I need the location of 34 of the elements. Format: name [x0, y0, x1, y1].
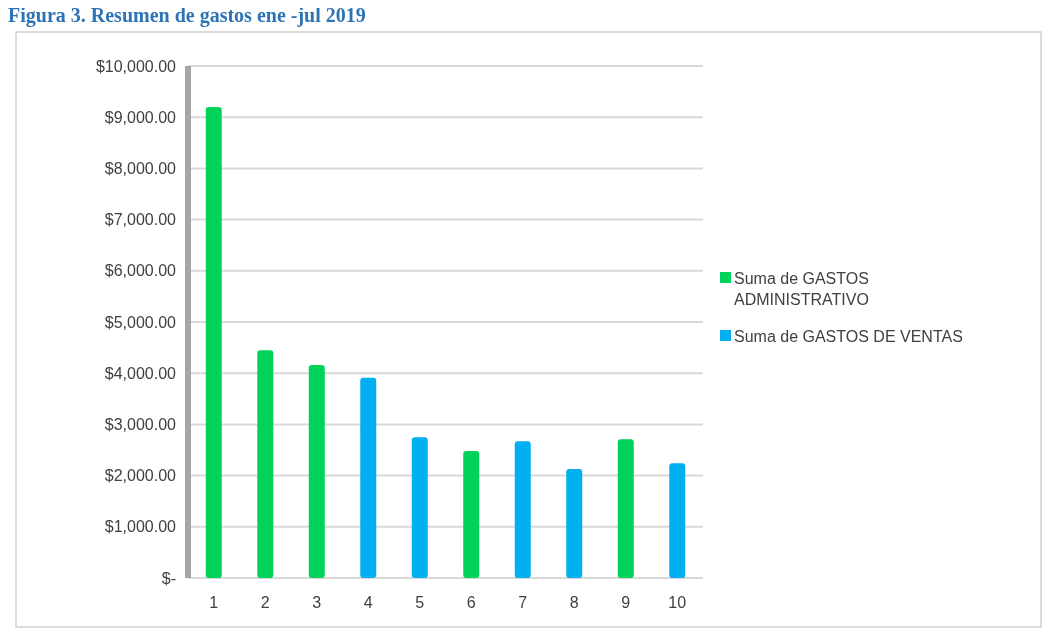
x-tick-label: 4 [363, 594, 373, 611]
y-tick-label: $2,000.00 [104, 467, 177, 485]
y-tick-label: $3,000.00 [104, 416, 177, 433]
y-tick-label: $7,000.00 [104, 211, 177, 229]
bar [205, 106, 222, 578]
y-tick-label: $5,000.00 [104, 313, 177, 331]
y-tick-label: $6,000.00 [104, 262, 177, 280]
legend-label: Suma de GASTOS DE VENTAS [734, 327, 963, 345]
bar [514, 441, 531, 578]
y-tick-label: $9,000.00 [104, 108, 177, 126]
x-tick-label: 7 [518, 594, 528, 611]
bar [463, 451, 480, 578]
x-tick-label: 1 [209, 594, 219, 611]
x-tick-label: 6 [466, 594, 476, 611]
x-tick-label: 3 [312, 594, 322, 611]
bar [257, 350, 274, 578]
chart-title: Figura 3. Resumen de gastos ene -jul 2019 [8, 4, 366, 27]
y-tick-label: $1,000.00 [104, 518, 177, 536]
bar [617, 439, 634, 578]
x-tick-label: 5 [415, 594, 425, 611]
y-tick-label: $10,000.00 [95, 57, 177, 75]
x-tick-label: 2 [260, 594, 270, 611]
y-tick-label: $4,000.00 [104, 364, 177, 382]
bar [411, 437, 428, 578]
bar [669, 463, 686, 578]
x-tick-label: 10 [668, 594, 687, 611]
y-tick-label: $8,000.00 [104, 160, 177, 177]
bar [360, 377, 377, 578]
y-tick-label: $- [161, 569, 176, 587]
bar [566, 468, 583, 578]
x-tick-label: 8 [569, 594, 579, 611]
legend-label: Suma de GASTOS ADMINISTRATIVO [734, 269, 869, 309]
bar [308, 365, 325, 578]
x-tick-label: 9 [621, 594, 631, 611]
